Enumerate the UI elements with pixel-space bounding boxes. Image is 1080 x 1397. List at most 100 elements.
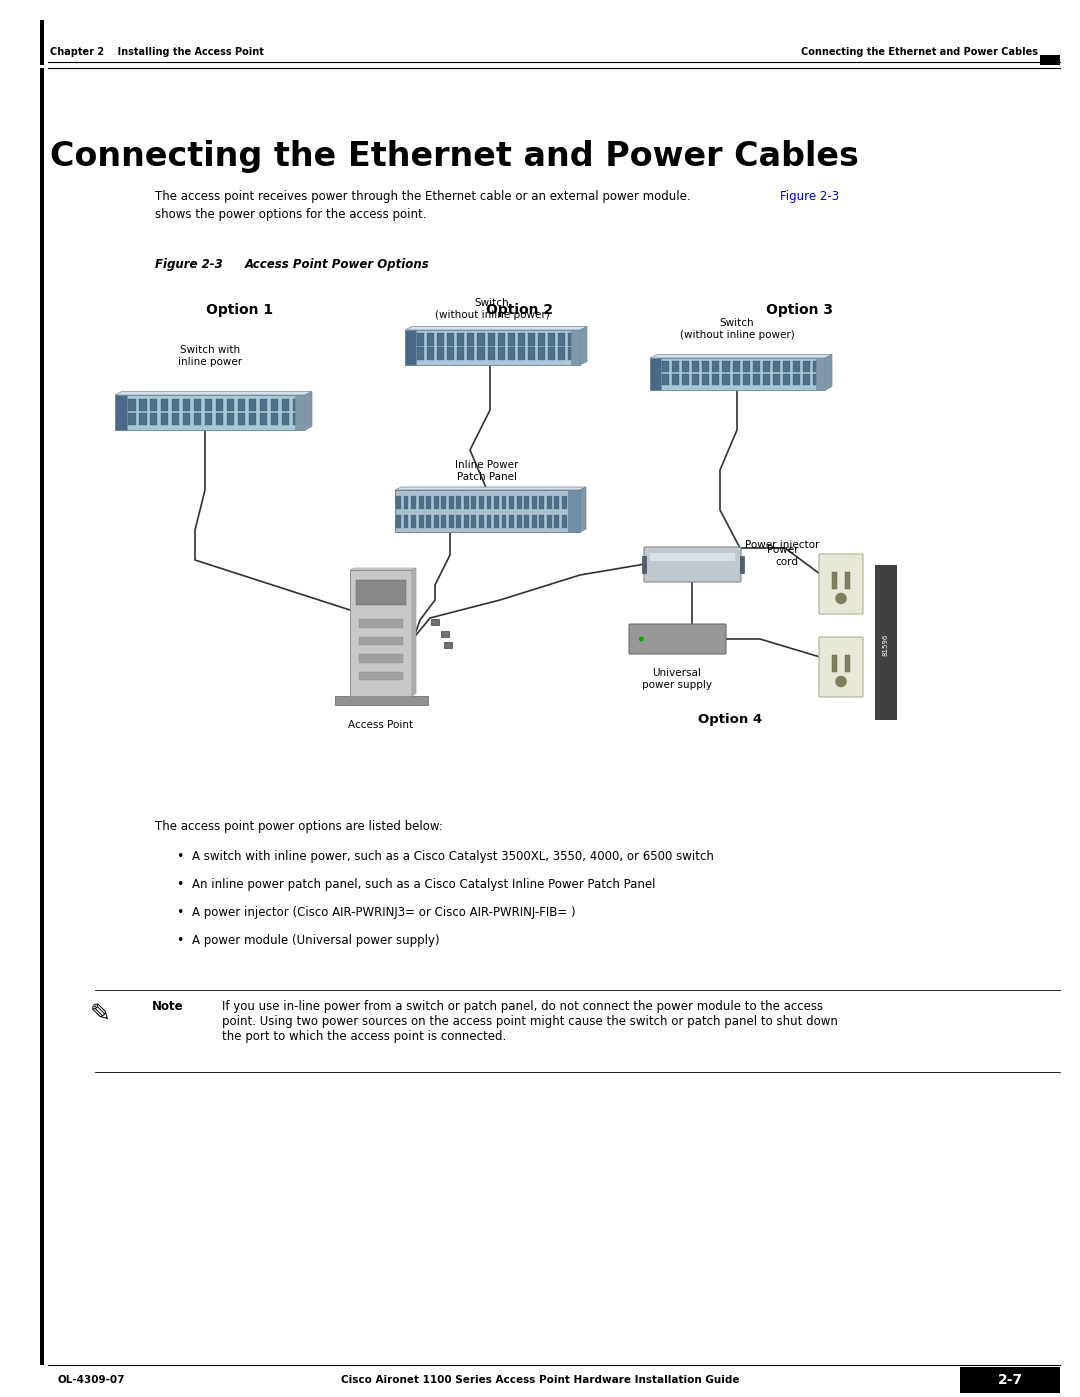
Bar [846,573,850,588]
Bar [740,556,744,573]
Bar [518,334,525,345]
Bar [464,496,469,509]
Bar [360,672,403,680]
Bar [531,496,537,509]
Bar [743,374,750,386]
Bar [568,490,580,532]
Polygon shape [580,488,586,532]
Bar [183,398,190,411]
Bar [762,362,770,373]
Bar [516,515,522,528]
Bar [743,362,750,373]
Text: Note: Note [152,1000,184,1013]
Bar [227,398,234,411]
Polygon shape [350,569,416,570]
Bar [434,496,438,509]
Text: Chapter 2    Installing the Access Point: Chapter 2 Installing the Access Point [50,47,264,57]
Bar [713,374,719,386]
Bar [447,334,455,345]
Bar [518,348,525,360]
Text: •: • [176,849,184,863]
Bar [508,348,515,360]
Bar [478,496,484,509]
Bar [538,334,545,345]
Bar [672,374,679,386]
Bar [431,619,438,624]
Bar [546,496,552,509]
Text: Option 4: Option 4 [698,712,762,726]
Bar [672,362,679,373]
Bar [804,374,810,386]
Bar [549,348,555,360]
Bar [411,496,416,509]
Bar [183,412,190,425]
Bar [442,515,446,528]
FancyBboxPatch shape [819,555,863,615]
Text: ✎: ✎ [90,1002,110,1025]
Bar [427,496,431,509]
Bar [562,515,567,528]
Bar [419,496,423,509]
Bar [457,334,464,345]
Bar [793,362,800,373]
Bar [405,330,580,365]
Bar [114,395,127,430]
Text: Cisco Aironet 1100 Series Access Point Hardware Installation Guide: Cisco Aironet 1100 Series Access Point H… [341,1375,739,1384]
Bar [150,412,158,425]
Bar [813,374,821,386]
Bar [539,496,544,509]
Bar [509,496,514,509]
Bar [360,619,403,627]
Bar [650,358,825,390]
Text: Power injector: Power injector [745,541,820,550]
Bar [509,515,514,528]
Bar [427,348,434,360]
Bar [516,496,522,509]
Bar [464,515,469,528]
Bar [813,362,821,373]
Text: OL-4309-07: OL-4309-07 [58,1375,125,1384]
Bar [783,362,791,373]
Bar [477,334,485,345]
Bar [417,348,424,360]
Bar [486,496,491,509]
Bar [193,398,201,411]
Bar [468,348,474,360]
Bar [404,496,408,509]
Circle shape [835,676,847,687]
Bar [683,374,689,386]
Circle shape [835,592,847,605]
Bar [804,362,810,373]
Text: The access point receives power through the Ethernet cable or an external power : The access point receives power through … [156,190,694,203]
Bar [524,496,529,509]
Bar [662,362,669,373]
Text: An inline power patch panel, such as a Cisco Catalyst Inline Power Patch Panel: An inline power patch panel, such as a C… [192,877,656,891]
Polygon shape [405,327,588,330]
Bar [471,496,476,509]
Bar [501,496,507,509]
Bar [571,330,580,365]
Text: A power module (Universal power supply): A power module (Universal power supply) [192,935,440,947]
Bar [546,515,552,528]
Bar [732,374,740,386]
Bar [815,358,825,390]
Bar [1040,54,1059,66]
Bar [127,398,135,411]
Bar [293,412,300,425]
Text: A switch with inline power, such as a Cisco Catalyst 3500XL, 3550, 4000, or 6500: A switch with inline power, such as a Ci… [192,849,714,863]
Bar [554,515,559,528]
Bar [478,515,484,528]
Bar [732,362,740,373]
Text: Figure 2-3: Figure 2-3 [780,190,839,203]
Text: •: • [176,907,184,919]
Bar [434,515,438,528]
Bar [531,515,537,528]
Bar [554,496,559,509]
Bar [295,395,305,430]
Bar [702,362,710,373]
Bar [271,398,279,411]
Bar [773,362,780,373]
Text: 2-7: 2-7 [998,1373,1023,1387]
Bar [753,362,760,373]
Bar [457,515,461,528]
